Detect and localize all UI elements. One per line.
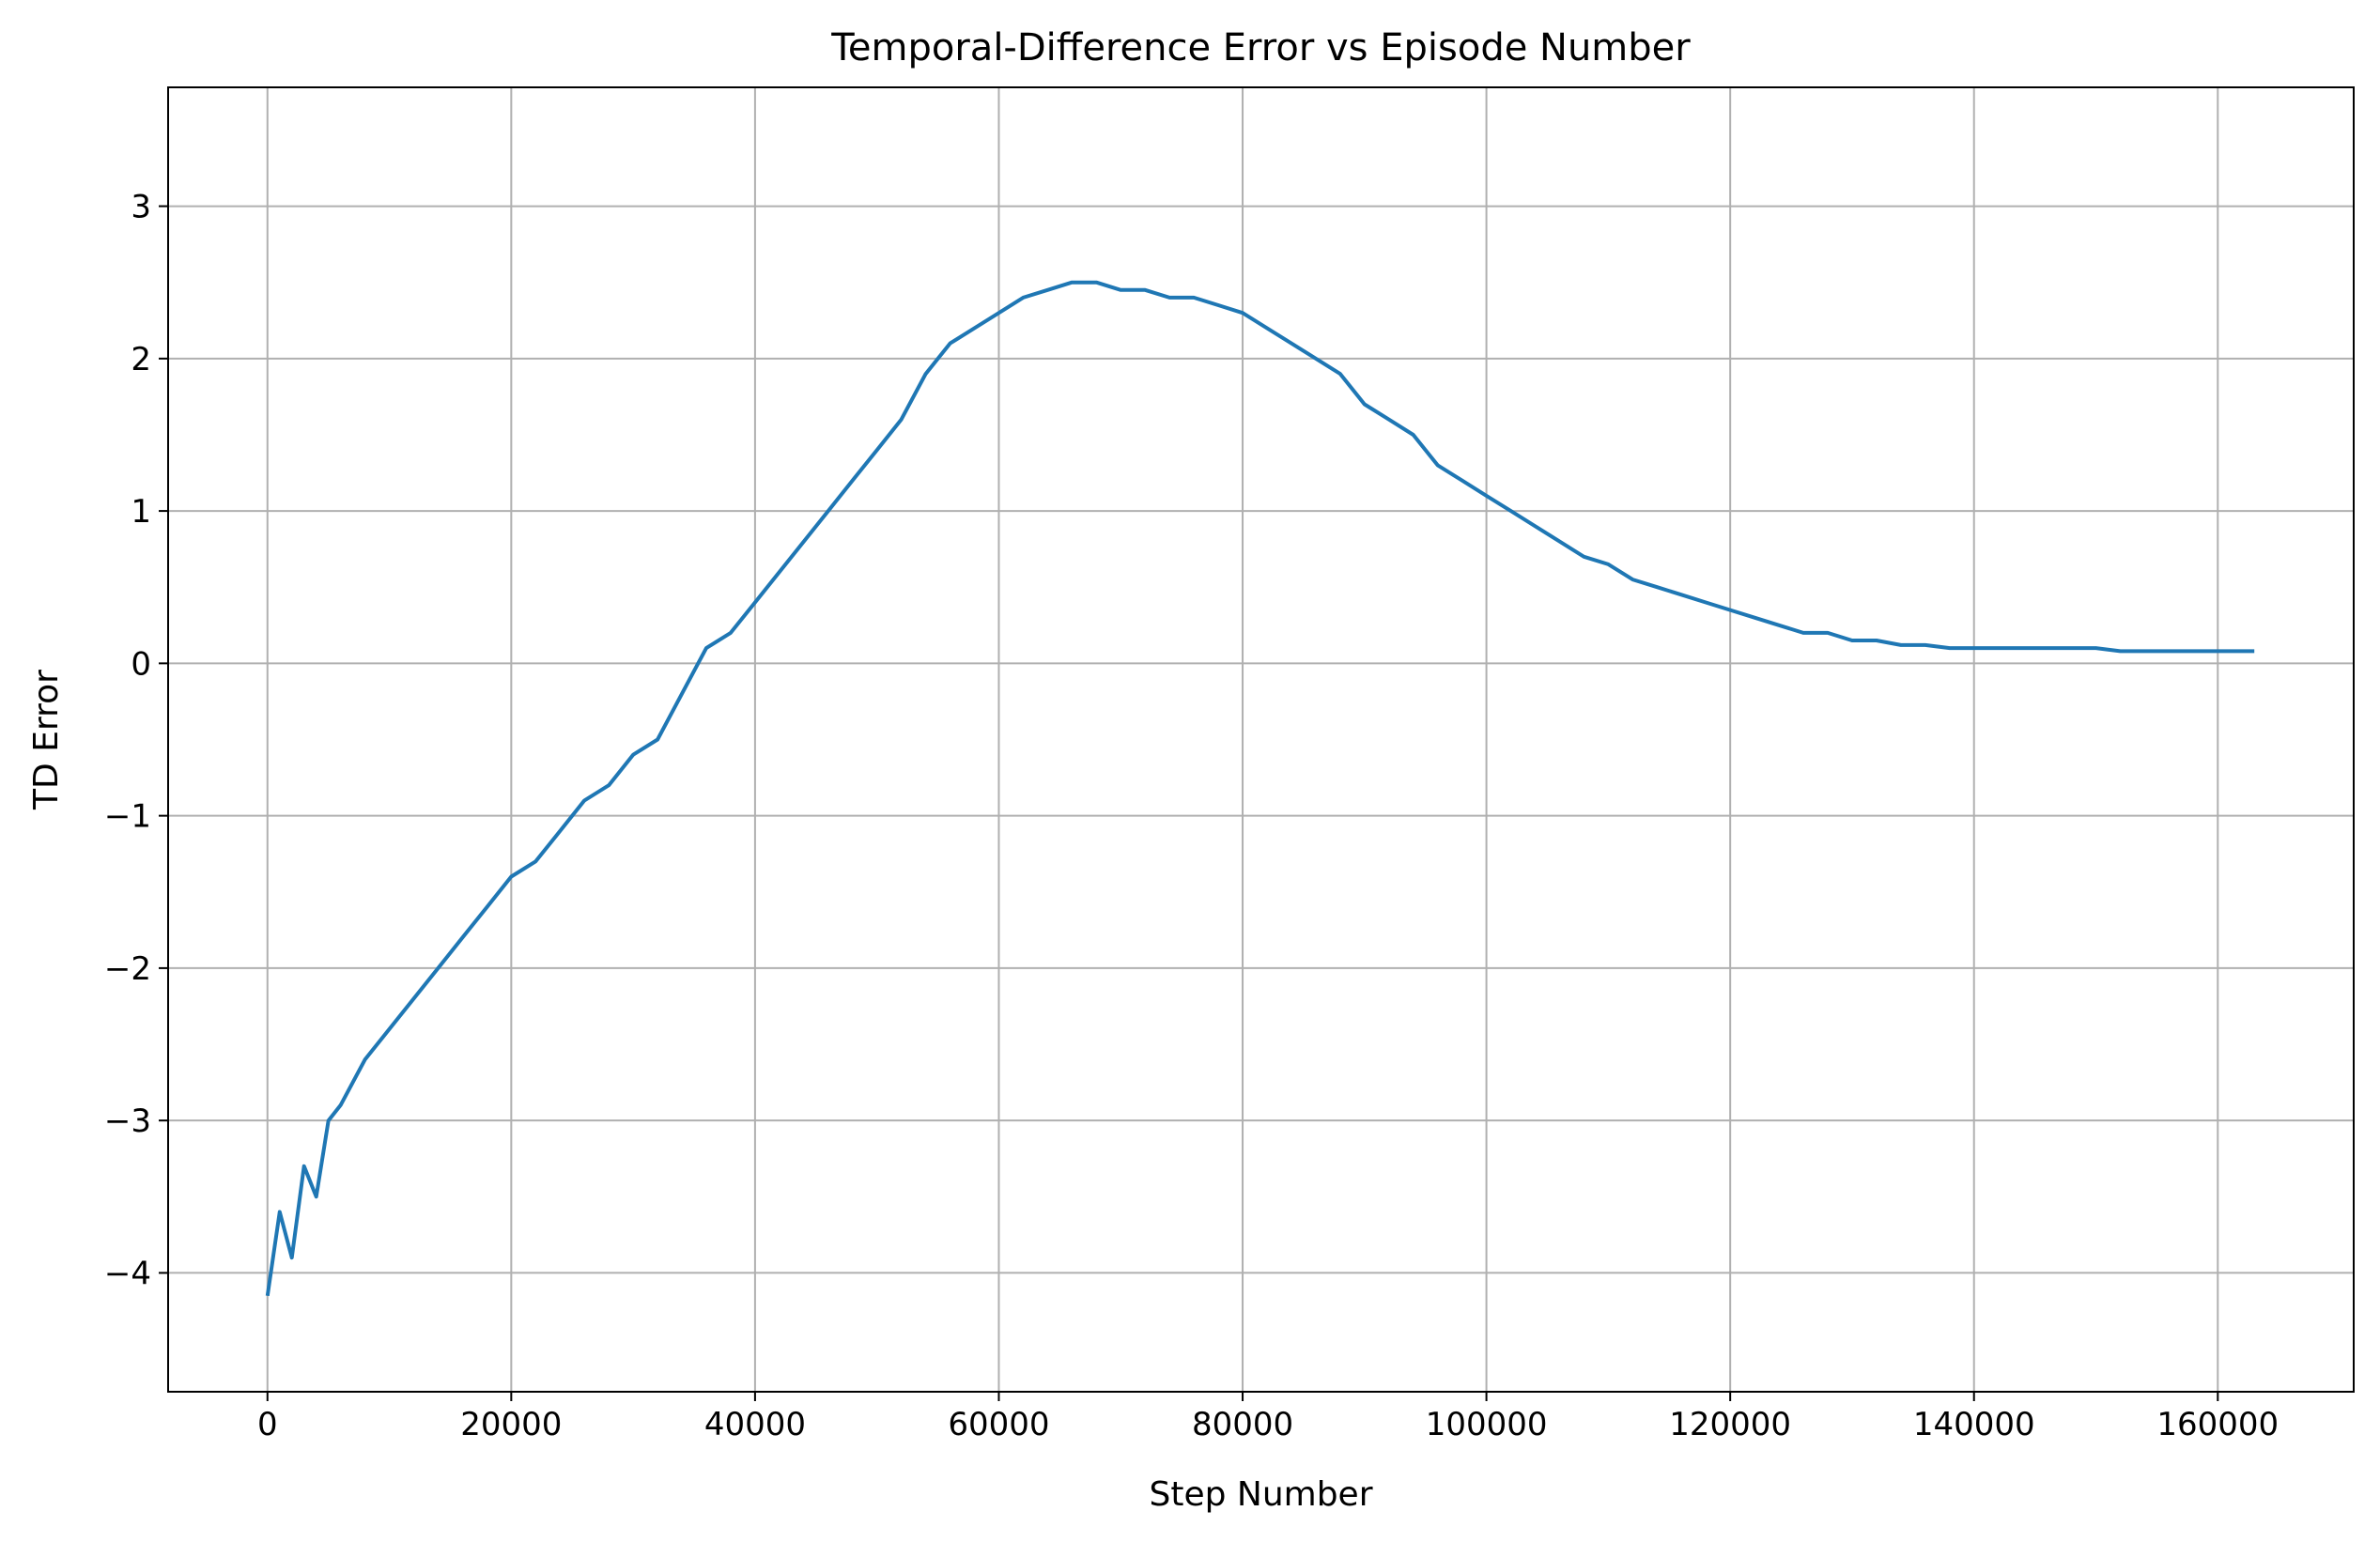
y-axis-label: TD Error [27,670,66,810]
x-tick-label: 120000 [1669,1406,1791,1443]
td-error-line [265,280,2255,1297]
x-tick-label: 40000 [704,1406,806,1443]
y-tick-label: 3 [131,189,151,226]
x-axis-label: Step Number [1149,1475,1372,1514]
grid-layer [168,87,2354,1392]
y-tick-label: 1 [131,493,151,531]
plot-frame [167,86,2355,1393]
chart-title: Temporal-Difference Error vs Episode Num… [830,26,1691,69]
y-tick-label: −3 [104,1103,151,1140]
x-tick-label: 80000 [1192,1406,1293,1443]
tick-layer: 0 20000 40000 60000 80000 100000 120000 140000 1… [104,189,2279,1443]
x-tick-label: 60000 [948,1406,1049,1443]
x-tick-label: 0 [257,1406,278,1443]
series-layer [265,280,2255,1297]
y-tick-label: −4 [104,1255,151,1292]
y-tick-label: −2 [104,950,151,988]
x-tick-label: 140000 [1913,1406,2035,1443]
y-tick-label: 2 [131,341,151,378]
x-tick-label: 160000 [2156,1406,2279,1443]
x-tick-label: 100000 [1426,1406,1548,1443]
x-tick-label: 20000 [460,1406,562,1443]
y-tick-label: −1 [104,798,151,836]
y-tick-label: 0 [131,645,151,683]
